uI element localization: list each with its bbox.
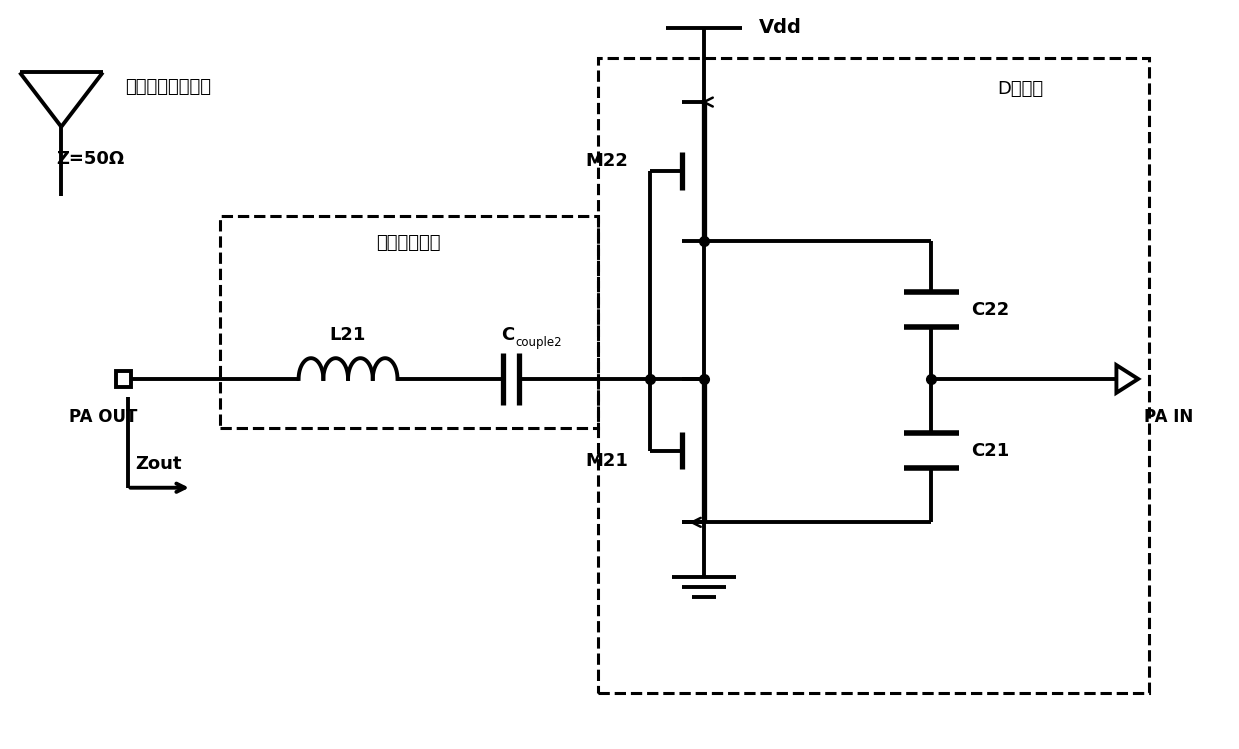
Text: PA IN: PA IN	[1144, 407, 1193, 425]
Polygon shape	[1116, 365, 1139, 392]
Text: couple2: couple2	[515, 336, 563, 349]
Text: M21: M21	[585, 452, 628, 470]
Text: C21: C21	[971, 442, 1010, 460]
Text: D类结构: D类结构	[997, 80, 1043, 98]
Text: C22: C22	[971, 301, 1010, 319]
Text: Z=50Ω: Z=50Ω	[56, 151, 125, 169]
Text: L21: L21	[330, 327, 367, 345]
Text: Vdd: Vdd	[758, 19, 802, 37]
Bar	[219, 216, 598, 428]
Bar	[598, 58, 1149, 694]
Text: M22: M22	[585, 152, 628, 171]
Text: C: C	[502, 327, 514, 345]
Text: 阻抗匹配网络: 阻抗匹配网络	[377, 234, 441, 252]
Text: Zout: Zout	[135, 455, 182, 473]
Text: PA OUT: PA OUT	[69, 407, 138, 425]
Text: 天线（接收信号）: 天线（接收信号）	[125, 78, 212, 96]
FancyBboxPatch shape	[115, 371, 131, 387]
